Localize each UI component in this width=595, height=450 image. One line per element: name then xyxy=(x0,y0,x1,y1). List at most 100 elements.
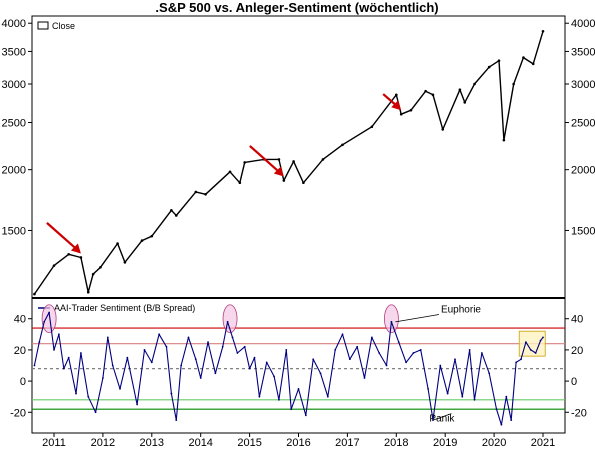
xtick-label: 2016 xyxy=(286,437,310,449)
price-point xyxy=(409,108,413,112)
highlights xyxy=(41,304,546,357)
price-point xyxy=(204,193,207,196)
sentiment-point xyxy=(236,352,239,354)
price-ytick-label-right: 3000 xyxy=(571,79,595,91)
xtick-label: 2019 xyxy=(433,437,457,449)
sentiment-point xyxy=(539,339,542,342)
price-point xyxy=(174,214,178,217)
sell-arrow-shaft xyxy=(249,145,281,174)
sentiment-point xyxy=(439,364,442,367)
sentiment-point xyxy=(231,336,234,339)
sentiment-point xyxy=(378,352,381,354)
price-point xyxy=(441,128,445,131)
sentiment-point xyxy=(356,345,359,348)
price-point xyxy=(99,266,102,269)
price-point xyxy=(512,82,515,86)
price-point xyxy=(341,143,344,147)
price-point xyxy=(277,158,281,161)
price-point xyxy=(150,234,154,238)
price-point xyxy=(394,93,398,97)
sentiment-point xyxy=(33,364,36,367)
price-point xyxy=(52,264,56,267)
price-point xyxy=(194,190,198,194)
sentiment-panel xyxy=(31,297,566,434)
sell-arrow-head xyxy=(273,166,284,177)
price-point xyxy=(243,161,247,164)
chart-title: .S&P 500 vs. Anleger-Sentiment (wöchentl… xyxy=(155,0,438,15)
sentiment-point xyxy=(446,392,449,395)
price-ytick-label-right: 4000 xyxy=(571,18,595,30)
sentiment-point xyxy=(468,349,471,351)
sentiment-point xyxy=(363,377,366,379)
sentiment-point xyxy=(102,377,104,379)
sentiment-point xyxy=(278,398,280,401)
sentiment-point xyxy=(312,358,315,361)
sentiment-point xyxy=(419,349,422,351)
price-point xyxy=(91,272,95,276)
sentiment-point xyxy=(341,333,344,336)
price-point xyxy=(531,62,535,66)
price-point xyxy=(458,88,462,92)
sentiment-point xyxy=(226,320,229,323)
sentiment-point xyxy=(75,392,77,395)
sentiment-point xyxy=(243,345,246,348)
sentiment-point xyxy=(265,361,268,364)
sentiment-point xyxy=(199,377,202,379)
price-legend: Close xyxy=(37,21,75,31)
price-point xyxy=(502,138,506,142)
sentiment-point xyxy=(304,414,307,417)
sentiment-point xyxy=(248,367,251,370)
price-point xyxy=(33,292,36,296)
price-point xyxy=(541,29,545,33)
price-ytick-label-left: 4000 xyxy=(2,18,26,30)
price-ytick-label-left: 3000 xyxy=(2,79,26,91)
annotation-leader xyxy=(432,413,452,421)
sentiment-point xyxy=(87,395,90,398)
sentiment-ytick-label-left: 40 xyxy=(14,314,26,326)
sentiment-point xyxy=(175,419,178,421)
xtick-label: 2020 xyxy=(482,437,506,449)
sentiment-ytick-label-left: 20 xyxy=(14,345,26,357)
xtick-label: 2013 xyxy=(140,437,164,449)
sentiment-point xyxy=(38,341,41,344)
xtick-label: 2017 xyxy=(335,437,359,449)
sentiment-point xyxy=(126,356,129,359)
price-point xyxy=(140,239,144,242)
sell-arrow-head xyxy=(391,100,402,111)
sentiment-point xyxy=(334,349,337,351)
sentiment-point xyxy=(136,403,139,406)
price-ytick-label-right: 3500 xyxy=(571,46,595,58)
sentiment-point xyxy=(488,372,491,375)
sentiment-ytick-label-right: 40 xyxy=(571,314,583,326)
price-ytick-label-left: 2000 xyxy=(2,165,26,177)
sentiment-legend: AAI-Trader Sentiment (B/B Spread) xyxy=(38,303,195,313)
sentiment-ytick-label-right: 0 xyxy=(571,376,577,388)
sentiment-point xyxy=(48,311,51,314)
sentiment-point xyxy=(57,333,60,336)
xtick-label: 2021 xyxy=(531,437,555,449)
sentiment-point xyxy=(326,395,329,398)
annotations: Euphorie Panik xyxy=(46,93,481,425)
sentiment-point xyxy=(111,364,114,367)
price-legend-label: Close xyxy=(52,21,75,31)
reference-lines xyxy=(32,327,565,410)
sentiment-point xyxy=(158,333,161,336)
sentiment-point xyxy=(150,361,153,364)
sentiment-point xyxy=(480,352,483,354)
annotation-leader xyxy=(395,314,440,323)
price-ytick-label-right: 2000 xyxy=(571,165,595,177)
price-point xyxy=(238,181,242,185)
price-point xyxy=(487,65,491,69)
sentiment-point xyxy=(319,372,322,375)
sentiment-point xyxy=(495,408,498,411)
sentiment-point xyxy=(454,358,456,361)
sentiment-point xyxy=(43,320,46,323)
sentiment-point xyxy=(253,356,256,359)
xtick-label: 2018 xyxy=(384,437,408,449)
sell-arrow-shaft xyxy=(46,222,78,251)
sentiment-point xyxy=(529,349,532,351)
price-ytick-label-right: 2500 xyxy=(571,118,595,130)
sentiment-point xyxy=(258,395,261,398)
